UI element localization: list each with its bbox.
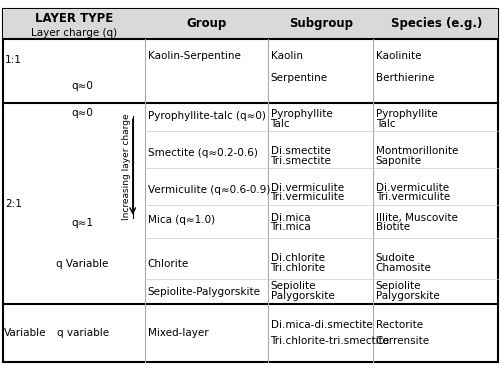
Text: Variable: Variable [4,328,46,338]
Text: Mica (q≈1.0): Mica (q≈1.0) [148,214,215,225]
Text: Di.mica-di.smectite: Di.mica-di.smectite [271,320,372,330]
Text: Pyrophyllite: Pyrophyllite [271,109,332,120]
Text: q≈1: q≈1 [72,218,94,228]
Text: q≈0: q≈0 [72,107,94,118]
Text: Tri.vermiculite: Tri.vermiculite [376,192,450,203]
Text: Talc: Talc [271,118,290,129]
Text: Sepiolite-Palygorskite: Sepiolite-Palygorskite [148,286,261,297]
Text: 2:1: 2:1 [5,199,22,209]
Text: Kaolinite: Kaolinite [376,51,421,61]
Text: Montmorillonite: Montmorillonite [376,146,458,156]
Text: Subgroup: Subgroup [289,17,353,31]
Text: Di.mica: Di.mica [271,213,310,223]
FancyBboxPatch shape [3,9,498,39]
Text: Kaolin-Serpentine: Kaolin-Serpentine [148,51,240,61]
Text: Layer charge (q): Layer charge (q) [31,28,117,38]
Text: Chlorite: Chlorite [148,259,189,269]
Text: Mixed-layer: Mixed-layer [148,328,208,338]
Text: Smectite (q≈0.2-0.6): Smectite (q≈0.2-0.6) [148,148,258,158]
Text: Vermiculite (q≈0.6-0.9): Vermiculite (q≈0.6-0.9) [148,185,270,195]
Text: Species (e.g.): Species (e.g.) [391,17,483,31]
Text: Chamosite: Chamosite [376,262,432,273]
Text: Sepiolite: Sepiolite [376,281,421,291]
Text: Tri.chlorite: Tri.chlorite [271,262,326,273]
Text: q Variable: q Variable [57,259,109,269]
Text: Biotite: Biotite [376,222,410,232]
Text: Berthierine: Berthierine [376,73,434,83]
Text: Group: Group [186,17,227,31]
Text: Tri.mica: Tri.mica [271,222,311,232]
Text: Palygorskite: Palygorskite [271,291,334,301]
Text: Tri.vermiculite: Tri.vermiculite [271,192,345,203]
Text: Di.vermiculite: Di.vermiculite [271,183,344,193]
Text: 1:1: 1:1 [5,55,22,65]
Text: Pyrophyllite: Pyrophyllite [376,109,437,120]
Text: Kaolin: Kaolin [271,51,303,61]
Text: Sepiolite: Sepiolite [271,281,316,291]
Text: LAYER TYPE: LAYER TYPE [35,12,113,25]
Text: Increasing layer charge: Increasing layer charge [122,114,131,220]
Text: Rectorite: Rectorite [376,320,423,330]
Text: Palygorskite: Palygorskite [376,291,439,301]
Text: Sudoite: Sudoite [376,253,415,263]
Text: Illite, Muscovite: Illite, Muscovite [376,213,457,223]
Text: Tri.smectite: Tri.smectite [271,155,332,166]
Text: Pyrophyllite-talc (q≈0): Pyrophyllite-talc (q≈0) [148,111,266,121]
Text: Corrensite: Corrensite [376,336,430,346]
Text: Talc: Talc [376,118,395,129]
Text: Saponite: Saponite [376,155,422,166]
Text: Serpentine: Serpentine [271,73,328,83]
Text: Tri.chlorite-tri.smectite: Tri.chlorite-tri.smectite [271,336,390,346]
Text: q variable: q variable [57,328,109,338]
Text: Di.chlorite: Di.chlorite [271,253,325,263]
Text: q≈0: q≈0 [72,81,94,91]
Text: Di.vermiculite: Di.vermiculite [376,183,449,193]
Text: Di.smectite: Di.smectite [271,146,330,156]
